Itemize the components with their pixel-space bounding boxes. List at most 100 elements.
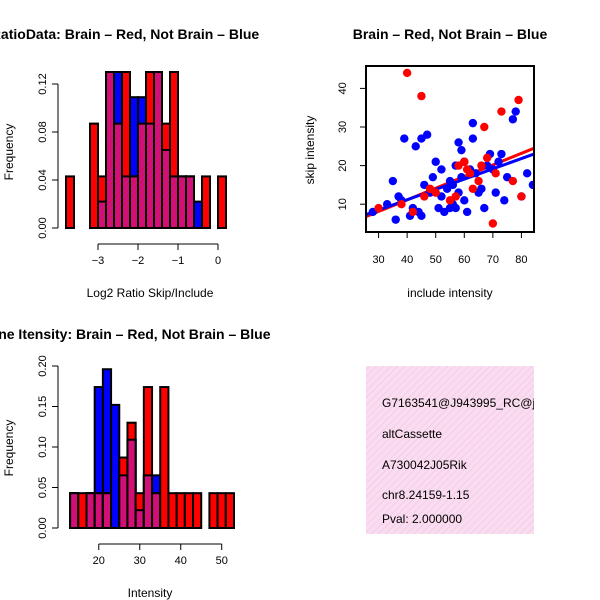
not-brain-point: [437, 165, 446, 174]
x-tick-label: 30: [134, 555, 146, 567]
not-brain-point: [391, 215, 400, 224]
brain-point: [420, 192, 429, 201]
bar-brain: [77, 492, 88, 530]
bar-overlap: [134, 509, 145, 529]
intensity-bars: [69, 368, 235, 530]
not-brain-point: [491, 188, 500, 197]
ratio-x-axis-label: Log2 Ratio Skip/Include: [87, 286, 214, 300]
bar-overlap: [101, 492, 113, 530]
y-tick-label: 0.08: [37, 121, 49, 142]
x-tick-label: 40: [401, 254, 413, 266]
brain-point: [454, 161, 463, 170]
not-brain-point: [382, 200, 392, 209]
y-tick-label: 0.10: [37, 436, 49, 457]
coordinates-text: chr8.24159-1.15: [382, 488, 470, 502]
not-brain-point: [497, 149, 506, 159]
pval-text: Pval: 2.000000: [382, 512, 462, 526]
x-tick-label: −3: [92, 255, 105, 267]
brain-point: [480, 122, 489, 132]
y-tick-label: 0.00: [37, 517, 49, 538]
bar-overlap: [142, 474, 154, 530]
scatter-y-axis-label: skip intensity: [303, 116, 317, 185]
brain-point: [491, 169, 500, 178]
y-tick-label: 30: [337, 121, 349, 133]
not-brain-point: [480, 203, 489, 213]
not-brain-point: [388, 176, 398, 186]
bar-brain: [216, 492, 227, 530]
not-brain-point: [528, 180, 534, 190]
brain-point: [468, 184, 478, 193]
scatter-plot-frame: [365, 65, 535, 233]
bar-overlap: [69, 492, 80, 530]
not-brain-point: [468, 118, 478, 128]
bar-brain: [208, 492, 219, 530]
bar-brain: [159, 386, 170, 529]
intensity-histogram-panel: Gene Itensity: Brain – Red, Not Brain – …: [0, 326, 271, 600]
not-brain-point: [448, 180, 458, 190]
bar-overlap: [137, 122, 147, 229]
x-tick-label: −2: [132, 255, 145, 267]
brain-point: [517, 192, 526, 201]
bar-overlap: [121, 175, 131, 229]
y-tick-label: 0.04: [37, 169, 49, 190]
brain-point: [397, 200, 406, 209]
y-tick-label: 0.12: [37, 73, 49, 94]
y-tick-label: 10: [337, 198, 349, 210]
not-brain-point: [460, 196, 469, 205]
scatter-x-axis-label: include intensity: [407, 286, 492, 300]
x-tick-label: 50: [430, 254, 442, 266]
bar-overlap: [145, 122, 155, 229]
x-tick-label: 30: [372, 254, 384, 266]
bar-brain: [192, 492, 203, 530]
x-tick-label: 60: [458, 254, 470, 266]
not-brain-point: [500, 196, 509, 205]
bar-overlap: [113, 122, 123, 229]
brain-point: [508, 176, 518, 186]
bar-overlap: [97, 200, 107, 230]
ratio-chart-title: RatioData: Brain – Red, Not Brain – Blue: [0, 26, 259, 42]
intensity-x-axis-label: Intensity: [128, 586, 173, 600]
x-tick-label: 50: [216, 555, 228, 567]
bar-overlap: [177, 175, 187, 229]
ratio-bars: [65, 71, 227, 230]
scatter-points: [368, 68, 534, 228]
bar-overlap: [118, 474, 129, 530]
bar-overlap: [151, 492, 162, 530]
bar-overlap: [185, 175, 195, 229]
bar-overlap: [85, 492, 96, 530]
brain-point: [474, 176, 483, 186]
bar-brain: [201, 175, 211, 229]
bar-brain: [183, 492, 195, 530]
brain-point: [402, 68, 412, 78]
y-tick-label: 0.15: [37, 396, 49, 417]
y-tick-label: 40: [337, 82, 349, 94]
brain-point: [514, 95, 523, 105]
bar-overlap: [93, 492, 104, 530]
bar-overlap: [126, 438, 137, 529]
not-brain-point: [494, 157, 503, 166]
ratio-y-axis-label: Frequency: [2, 124, 16, 181]
not-brain-point: [431, 157, 440, 166]
brain-point: [431, 188, 440, 197]
y-tick-label: 0.05: [37, 477, 49, 498]
intensity-y-axis-label: Frequency: [2, 420, 16, 477]
brain-point: [482, 153, 492, 163]
bar-brain: [167, 492, 178, 530]
not-brain-point: [457, 145, 466, 155]
brain-point: [488, 219, 498, 228]
y-tick-label: 20: [337, 159, 349, 171]
bar-not-brain: [193, 200, 203, 230]
brain-point: [408, 207, 418, 217]
x-tick-label: 40: [175, 555, 187, 567]
intensity-axes: 0.00 0.05 0.10 0.15 0.20 20 30 40 50: [37, 355, 228, 567]
bar-not-brain: [110, 403, 121, 530]
brain-point: [451, 192, 460, 201]
not-brain-point: [468, 134, 478, 143]
not-brain-point: [428, 172, 438, 182]
not-brain-point: [454, 138, 463, 147]
x-tick-label: 70: [487, 254, 499, 266]
not-brain-point: [400, 134, 409, 143]
x-tick-label: −1: [172, 255, 185, 267]
not-brain-point: [511, 107, 520, 116]
